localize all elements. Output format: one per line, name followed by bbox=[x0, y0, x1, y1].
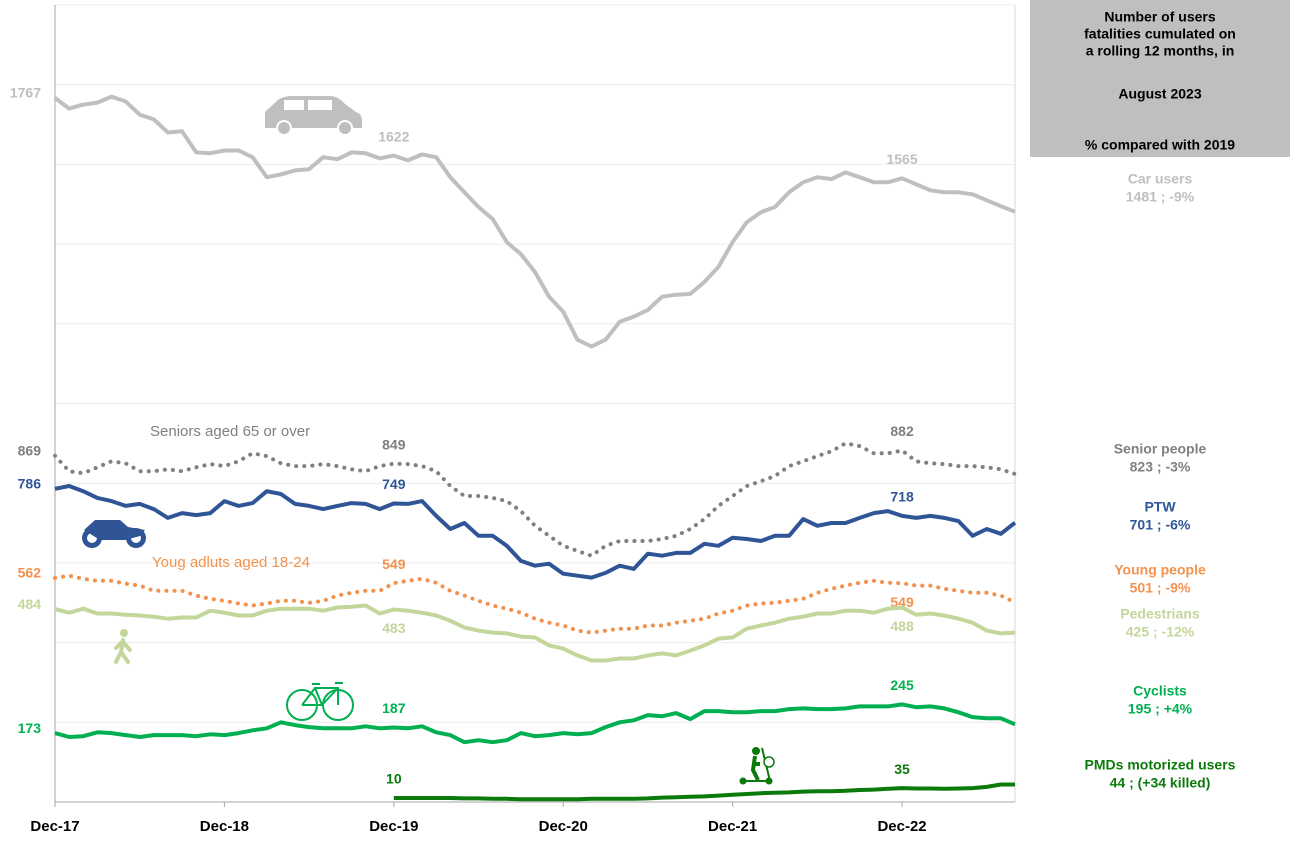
legend-name: PMDs motorized users bbox=[1085, 757, 1236, 773]
x-tick-label: Dec-20 bbox=[539, 818, 588, 835]
series-line bbox=[393, 782, 1015, 802]
legend-name: PTW bbox=[1144, 499, 1176, 515]
legend-name: Car users bbox=[1128, 171, 1193, 187]
legend-name: Young people bbox=[1114, 562, 1206, 578]
bicycle-icon bbox=[286, 682, 354, 721]
legend-summary: 823 ; -3% bbox=[1130, 459, 1191, 475]
legend-summary: 425 ; -12% bbox=[1126, 624, 1195, 640]
panel-title-line: fatalities cumulated on bbox=[1084, 26, 1236, 42]
data-label: 483 bbox=[382, 620, 406, 636]
data-label: 882 bbox=[890, 423, 914, 439]
panel-period: August 2023 bbox=[1118, 86, 1201, 102]
data-label: 562 bbox=[18, 565, 42, 581]
legend-name: Senior people bbox=[1114, 441, 1207, 457]
series-line bbox=[53, 94, 1016, 349]
legend-summary: 701 ; -6% bbox=[1130, 517, 1191, 533]
x-tick-label: Dec-18 bbox=[200, 818, 249, 835]
data-label: 869 bbox=[18, 442, 42, 458]
x-tick-label: Dec-22 bbox=[877, 818, 926, 835]
series-line bbox=[54, 484, 1017, 580]
scooter-icon bbox=[739, 747, 775, 785]
x-tick-label: Dec-21 bbox=[708, 818, 757, 835]
series-line bbox=[53, 573, 1017, 635]
data-label: 1565 bbox=[886, 151, 917, 167]
data-label: 1767 bbox=[10, 85, 41, 101]
pedestrian-icon bbox=[114, 629, 132, 664]
data-label: 173 bbox=[18, 720, 42, 736]
data-label: 35 bbox=[894, 761, 910, 777]
legend-summary: 501 ; -9% bbox=[1130, 580, 1191, 596]
data-label: 849 bbox=[382, 436, 406, 452]
data-label: 245 bbox=[890, 677, 914, 693]
panel-comparison: % compared with 2019 bbox=[1085, 137, 1235, 153]
legend-summary: 1481 ; -9% bbox=[1126, 189, 1195, 205]
series-line bbox=[54, 702, 1016, 745]
series-annotation: Youg adluts aged 18-24 bbox=[152, 554, 310, 571]
series-layer: 1767 1622 1565 Car users 1481 ; -9% 869 849 882… bbox=[10, 85, 1236, 802]
panel-title-line: Number of users bbox=[1104, 9, 1215, 25]
series-line bbox=[53, 441, 1017, 558]
plot-background: Dec-17 Dec-18 Dec-19 Dec-20 Dec-21 Dec-22 bbox=[30, 4, 1016, 835]
data-label: 718 bbox=[890, 489, 914, 505]
car-icon bbox=[265, 96, 362, 136]
panel-title-line: a rolling 12 months, in bbox=[1086, 43, 1235, 59]
x-tick-label: Dec-19 bbox=[369, 818, 418, 835]
data-label: 187 bbox=[382, 700, 406, 716]
data-label: 549 bbox=[890, 594, 914, 610]
motorcycle-icon bbox=[82, 520, 146, 548]
series-line bbox=[54, 603, 1016, 663]
legend-summary: 44 ; (+34 killed) bbox=[1110, 775, 1211, 791]
legend-summary: 195 ; +4% bbox=[1128, 701, 1193, 717]
data-label: 549 bbox=[382, 556, 406, 572]
x-tick-label: Dec-17 bbox=[30, 818, 79, 835]
panel-header-box bbox=[1030, 0, 1290, 157]
data-label: 1622 bbox=[378, 128, 409, 144]
legend-name: Cyclists bbox=[1133, 683, 1187, 699]
data-label: 10 bbox=[386, 771, 402, 787]
data-label: 749 bbox=[382, 476, 406, 492]
legend-name: Pedestrians bbox=[1120, 606, 1200, 622]
data-label: 488 bbox=[890, 618, 914, 634]
data-label: 484 bbox=[18, 596, 42, 612]
series-annotation: Seniors aged 65 or over bbox=[150, 423, 310, 440]
data-label: 786 bbox=[18, 475, 42, 491]
